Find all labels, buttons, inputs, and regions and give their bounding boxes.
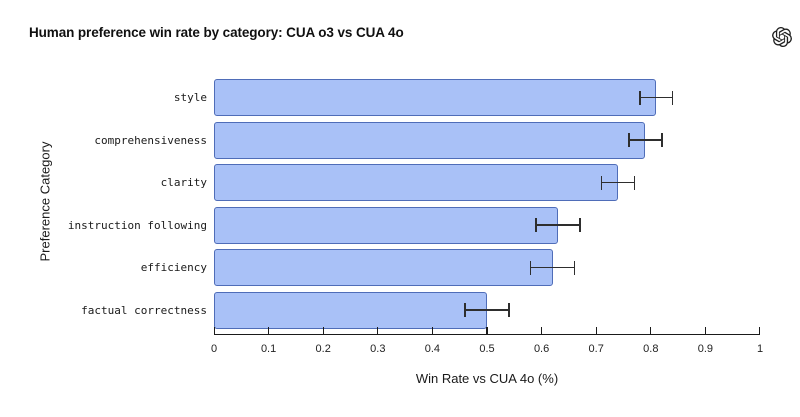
openai-logo-icon xyxy=(772,27,792,47)
x-tick-label: 0 xyxy=(210,343,218,355)
x-tick-label: 1 xyxy=(756,343,764,355)
error-bar-cap-right xyxy=(508,303,510,317)
error-bar-line xyxy=(628,139,662,141)
x-tick xyxy=(540,327,543,334)
error-bar-line xyxy=(639,96,673,99)
error-bar-cap-left xyxy=(628,133,630,147)
x-tick xyxy=(595,327,597,334)
x-tick xyxy=(377,327,379,334)
x-tick-label: 0.4 xyxy=(424,343,441,355)
x-axis-label: Win Rate vs CUA 4o (%) xyxy=(415,371,559,386)
error-bar-line xyxy=(530,266,575,269)
error-bar-line xyxy=(601,181,635,184)
error-bar-cap-left xyxy=(600,175,603,190)
category-label: clarity xyxy=(160,176,207,189)
x-tick xyxy=(431,327,434,334)
category-label: factual correctness xyxy=(81,303,207,317)
x-tick-label: 0.3 xyxy=(370,343,386,355)
error-bar-cap-right xyxy=(579,218,581,232)
error-bar-cap-left xyxy=(639,90,641,105)
category-label: instruction following xyxy=(67,218,207,232)
x-tick-label: 0.2 xyxy=(315,343,331,355)
x-tick xyxy=(322,327,324,334)
bar-style xyxy=(214,79,657,116)
x-tick-label: 0.9 xyxy=(697,343,714,355)
x-tick xyxy=(486,327,488,334)
category-label: style xyxy=(173,91,207,104)
x-tick xyxy=(267,327,270,334)
x-tick-label: 0.8 xyxy=(643,343,659,355)
category-label: comprehensiveness xyxy=(94,133,207,147)
bar-comprehensiveness xyxy=(214,121,646,159)
bar-factual-correctness xyxy=(214,291,487,329)
x-tick xyxy=(704,327,707,334)
error-bar-cap-right xyxy=(573,260,576,275)
error-bar-cap-left xyxy=(529,260,532,275)
bar-clarity xyxy=(214,164,619,201)
error-bar-cap-left xyxy=(535,218,537,232)
plot-area xyxy=(214,68,760,335)
category-label: efficiency xyxy=(140,261,207,274)
error-bar-cap-right xyxy=(660,133,663,147)
x-tick-label: 0.7 xyxy=(588,343,604,355)
error-bar-line xyxy=(536,224,580,226)
x-tick xyxy=(758,327,760,334)
x-tick-label: 0.6 xyxy=(533,343,550,355)
bar-instruction-following xyxy=(214,206,558,244)
chart-title: Human preference win rate by category: C… xyxy=(29,25,404,40)
x-tick-label: 0.5 xyxy=(479,343,495,355)
error-bar-cap-right xyxy=(671,90,674,105)
error-bar-line xyxy=(465,309,509,311)
x-tick xyxy=(650,327,652,334)
x-tick xyxy=(214,327,216,334)
bar-efficiency xyxy=(214,249,553,286)
error-bar-cap-right xyxy=(633,175,636,190)
x-tick-label: 0.1 xyxy=(260,343,277,355)
error-bar-cap-left xyxy=(464,303,466,317)
